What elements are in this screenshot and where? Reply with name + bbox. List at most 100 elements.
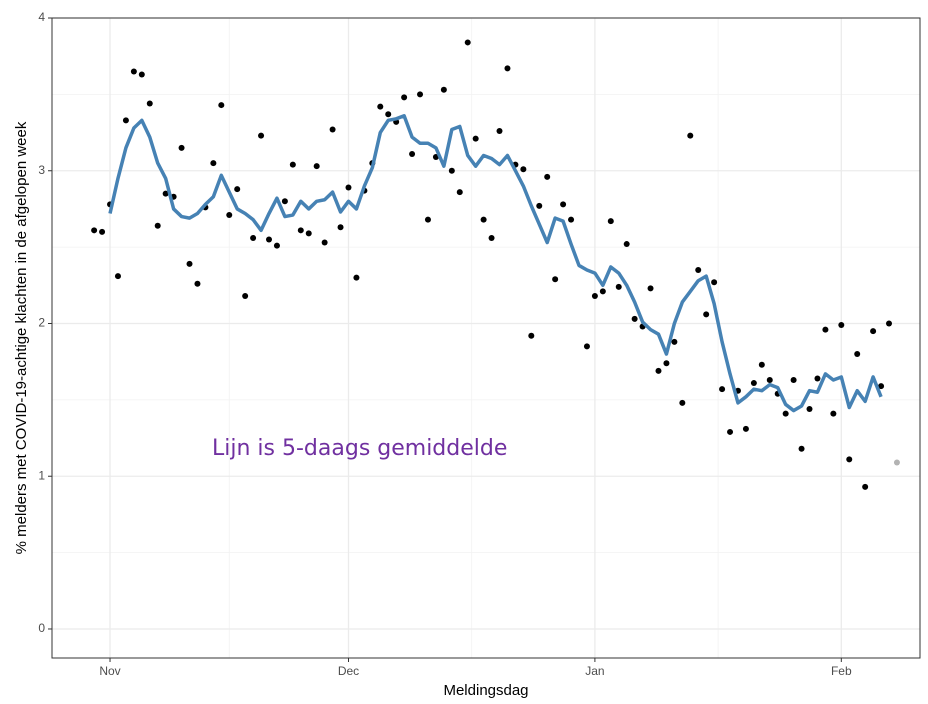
data-point	[854, 351, 861, 358]
data-point	[583, 343, 590, 350]
data-point	[623, 241, 630, 248]
data-point	[114, 273, 121, 280]
data-point	[798, 445, 805, 452]
data-point	[599, 288, 606, 295]
data-point	[568, 216, 575, 223]
data-point	[448, 167, 455, 174]
data-point	[321, 239, 328, 246]
data-point	[138, 71, 145, 78]
data-point	[456, 189, 463, 196]
x-axis-title: Meldingsdag	[443, 682, 528, 699]
x-tick-label: Nov	[99, 664, 120, 678]
y-tick-label: 1	[38, 468, 45, 482]
data-point	[655, 367, 662, 374]
data-point	[846, 456, 853, 463]
data-point	[520, 166, 527, 173]
annotation: Lijn is 5-daags gemiddelde	[212, 436, 507, 461]
data-point	[806, 406, 813, 413]
data-point	[742, 425, 749, 432]
data-point	[266, 236, 272, 243]
data-point	[536, 202, 543, 209]
data-point	[313, 163, 320, 170]
average-line	[108, 114, 883, 413]
data-point	[647, 285, 654, 292]
data-point	[242, 292, 249, 299]
y-tick-label: 3	[38, 163, 45, 177]
y-tick-label: 2	[38, 316, 45, 330]
data-point	[663, 360, 670, 367]
x-tick-label: Dec	[338, 664, 359, 678]
data-point	[886, 320, 892, 327]
data-point	[130, 68, 137, 75]
data-point	[758, 361, 765, 368]
data-point	[178, 144, 185, 151]
data-point	[234, 186, 241, 193]
y-axis-title: % melders met COVID-19-achtige klachten …	[13, 121, 30, 554]
data-point	[790, 377, 797, 384]
data-point	[289, 161, 296, 168]
data-point	[122, 117, 129, 124]
data-point	[353, 274, 360, 281]
data-point	[345, 184, 352, 191]
x-tick-label: Feb	[831, 664, 852, 678]
data-point	[154, 222, 161, 229]
data-point	[146, 100, 153, 107]
data-point	[631, 315, 638, 322]
data-point	[440, 86, 447, 93]
data-point	[385, 111, 392, 118]
data-point	[424, 216, 431, 223]
data-point	[464, 39, 471, 46]
data-point	[409, 150, 416, 157]
data-point	[719, 386, 726, 393]
data-point	[552, 276, 559, 283]
data-point	[528, 332, 535, 339]
y-tick-label: 4	[38, 10, 45, 24]
data-point	[210, 160, 217, 167]
data-point	[194, 280, 201, 287]
data-point	[893, 459, 900, 466]
data-point	[703, 311, 710, 318]
data-point	[766, 377, 773, 384]
data-point	[250, 234, 257, 241]
data-point	[281, 198, 288, 205]
data-point	[750, 380, 757, 387]
data-point	[591, 292, 598, 299]
data-point	[687, 132, 694, 139]
data-point	[273, 242, 280, 249]
data-point	[671, 338, 678, 345]
data-point	[544, 173, 551, 180]
data-point	[472, 135, 479, 142]
data-point	[679, 399, 686, 406]
data-point	[838, 322, 845, 329]
data-point	[782, 410, 789, 417]
data-point	[822, 326, 829, 333]
data-point	[496, 128, 503, 135]
x-tick-label: Jan	[585, 664, 604, 678]
data-point	[401, 94, 408, 101]
data-point	[727, 428, 734, 435]
panel-border	[51, 17, 921, 659]
data-point	[337, 224, 344, 231]
data-point	[711, 279, 718, 286]
data-point	[504, 65, 511, 72]
data-point	[695, 267, 702, 274]
data-point	[162, 190, 169, 197]
data-point	[870, 328, 877, 335]
data-point	[878, 383, 885, 390]
data-point	[226, 212, 233, 219]
data-point	[99, 228, 106, 235]
data-point	[91, 227, 98, 234]
data-point	[830, 410, 837, 417]
data-point	[560, 201, 567, 208]
data-point	[297, 227, 304, 234]
data-point	[488, 234, 495, 241]
data-point	[615, 283, 622, 290]
data-point	[862, 483, 869, 490]
data-point	[417, 91, 424, 98]
data-point	[305, 230, 312, 237]
y-tick-label: 0	[38, 621, 45, 635]
data-point	[186, 260, 193, 267]
data-point	[377, 103, 384, 110]
